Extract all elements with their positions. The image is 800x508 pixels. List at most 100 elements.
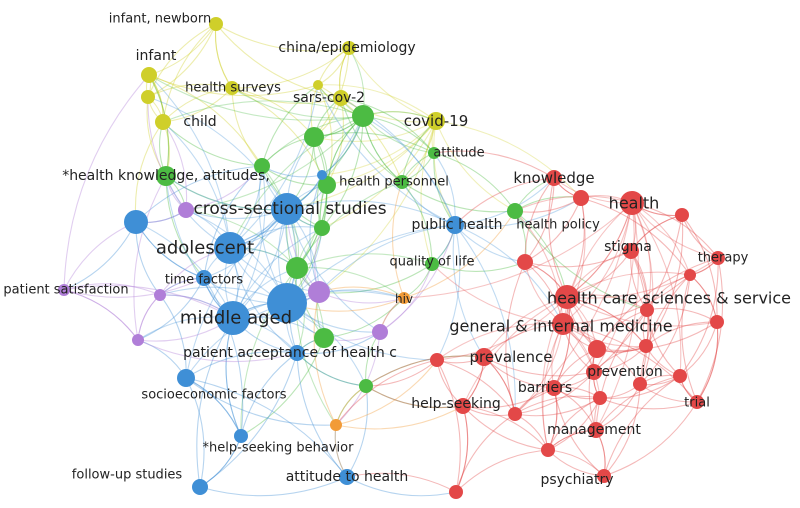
node-label[interactable]: *health knowledge, attitudes, (62, 168, 270, 184)
node-red[interactable] (573, 190, 589, 206)
node-label[interactable]: middle aged (180, 308, 292, 329)
node-yellow[interactable] (225, 81, 239, 95)
node-red[interactable] (541, 443, 555, 457)
node-blue[interactable] (339, 469, 355, 485)
node-blue[interactable] (446, 216, 464, 234)
node-red[interactable] (690, 395, 704, 409)
node-green[interactable] (352, 105, 374, 127)
node-green[interactable] (428, 147, 440, 159)
node-label[interactable]: *help-seeking behavior (203, 441, 355, 456)
node-purple[interactable] (308, 281, 330, 303)
node-label[interactable]: prevention (587, 364, 663, 380)
node-purple[interactable] (178, 202, 194, 218)
node-red[interactable] (546, 170, 562, 186)
node-red[interactable] (675, 208, 689, 222)
node-blue[interactable] (214, 232, 246, 264)
node-label[interactable]: health care sciences & service (547, 289, 791, 308)
node-label[interactable]: health policy (516, 218, 600, 233)
node-purple[interactable] (132, 334, 144, 346)
node-red[interactable] (586, 364, 602, 380)
node-red[interactable] (710, 315, 724, 329)
node-yellow[interactable] (333, 90, 349, 106)
node-green[interactable] (156, 166, 176, 186)
node-blue[interactable] (124, 210, 148, 234)
node-purple[interactable] (372, 324, 388, 340)
node-red[interactable] (673, 369, 687, 383)
node-red[interactable] (620, 191, 644, 215)
node-blue[interactable] (289, 345, 305, 361)
node-green[interactable] (395, 175, 409, 189)
node-red[interactable] (555, 285, 579, 309)
node-label[interactable]: adolescent (156, 238, 254, 259)
node-red[interactable] (508, 407, 522, 421)
node-red[interactable] (517, 254, 533, 270)
node-label[interactable]: therapy (698, 251, 749, 266)
node-yellow[interactable] (427, 112, 445, 130)
node-label[interactable]: infant, newborn (109, 12, 211, 27)
node-red[interactable] (593, 391, 607, 405)
node-label[interactable]: follow-up studies (72, 468, 183, 483)
node-label[interactable]: barriers (518, 380, 572, 396)
node-blue[interactable] (196, 270, 212, 286)
node-green[interactable] (314, 328, 334, 348)
node-label[interactable]: attitude (433, 146, 484, 161)
node-purple[interactable] (58, 284, 70, 296)
node-label[interactable]: prevalence (469, 348, 552, 366)
node-green[interactable] (507, 203, 523, 219)
node-label[interactable]: attitude to health (286, 469, 409, 485)
node-label[interactable]: infant (136, 48, 177, 64)
node-red[interactable] (430, 353, 444, 367)
node-red[interactable] (552, 313, 574, 335)
node-label[interactable]: patient satisfaction (3, 283, 128, 298)
node-yellow[interactable] (141, 90, 155, 104)
node-red[interactable] (633, 377, 647, 391)
node-label[interactable]: general & internal medicine (449, 317, 672, 336)
node-label[interactable]: cross-sectional studies (193, 199, 386, 219)
node-red[interactable] (588, 340, 606, 358)
node-label[interactable]: time factors (165, 273, 244, 288)
node-label[interactable]: sars-cov-2 (293, 90, 365, 106)
node-blue[interactable] (317, 170, 327, 180)
node-blue[interactable] (234, 429, 248, 443)
node-orange[interactable] (398, 292, 410, 304)
node-green[interactable] (304, 127, 324, 147)
node-yellow[interactable] (155, 114, 171, 130)
node-yellow[interactable] (313, 80, 323, 90)
node-blue[interactable] (271, 193, 303, 225)
node-label[interactable]: public health (412, 217, 503, 233)
node-yellow[interactable] (342, 41, 356, 55)
node-purple[interactable] (154, 289, 166, 301)
node-blue[interactable] (177, 369, 195, 387)
node-label[interactable]: socioeconomic factors (141, 388, 286, 403)
node-blue[interactable] (192, 479, 208, 495)
node-red[interactable] (623, 243, 639, 259)
node-blue[interactable] (216, 301, 250, 335)
node-orange[interactable] (330, 419, 342, 431)
node-green[interactable] (425, 257, 439, 271)
node-label[interactable]: hiv (395, 292, 413, 306)
node-blue[interactable] (267, 283, 307, 323)
node-red[interactable] (639, 339, 653, 353)
node-label[interactable]: china/epidemiology (278, 40, 415, 56)
node-label[interactable]: knowledge (513, 169, 594, 187)
node-green[interactable] (286, 257, 308, 279)
node-label[interactable]: stigma (604, 239, 652, 255)
node-red[interactable] (640, 303, 654, 317)
node-label[interactable]: child (183, 114, 216, 130)
node-yellow[interactable] (141, 67, 157, 83)
node-green[interactable] (318, 176, 336, 194)
node-red[interactable] (475, 348, 493, 366)
node-label[interactable]: health (609, 194, 660, 213)
node-red[interactable] (455, 398, 471, 414)
node-red[interactable] (449, 485, 463, 499)
node-red[interactable] (546, 380, 562, 396)
node-label[interactable]: health surveys (185, 81, 281, 96)
node-label[interactable]: quality of life (389, 255, 474, 270)
node-label[interactable]: health personnel (339, 175, 449, 190)
node-label[interactable]: patient acceptance of health c (183, 345, 397, 361)
node-label[interactable]: help-seeking (411, 396, 501, 412)
node-red[interactable] (597, 469, 611, 483)
node-label[interactable]: psychiatry (540, 472, 613, 488)
node-red[interactable] (684, 269, 696, 281)
